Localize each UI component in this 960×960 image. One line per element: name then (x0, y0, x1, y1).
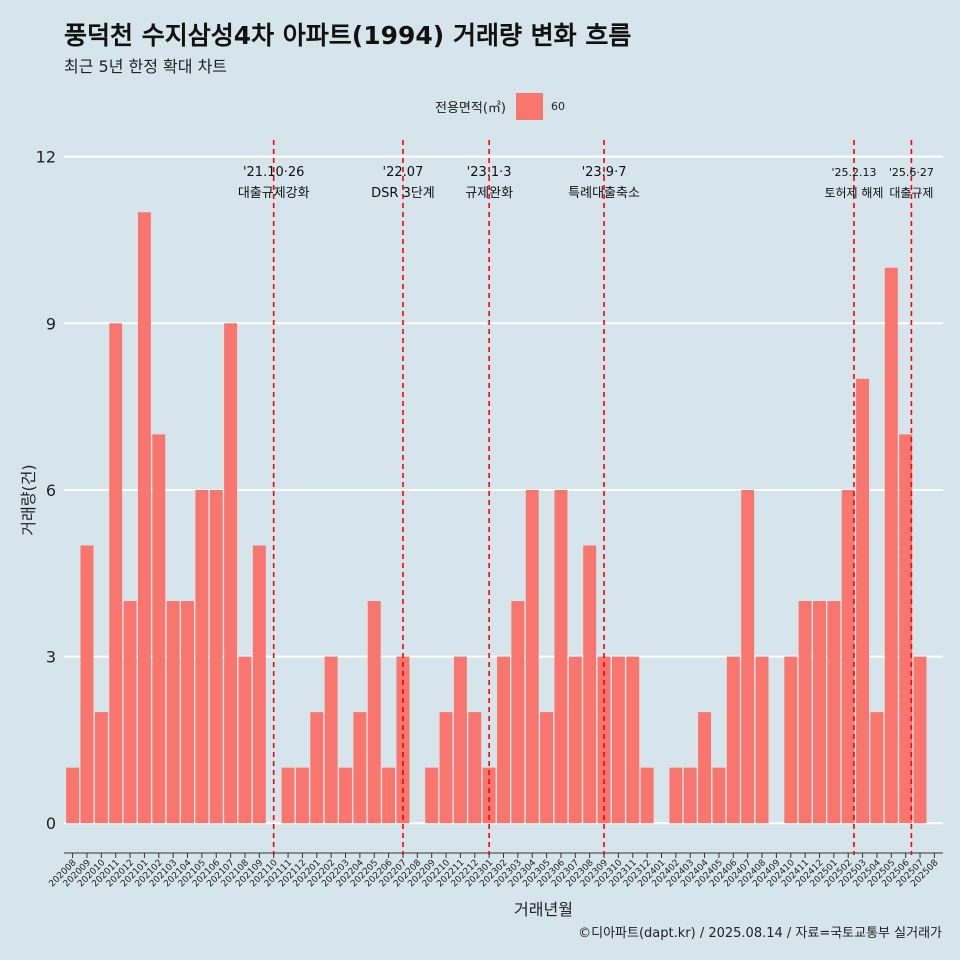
event-text-label: 규제완화 (465, 186, 513, 201)
bar (209, 489, 223, 824)
bar (712, 767, 726, 824)
bar (281, 767, 295, 824)
bar (640, 767, 654, 824)
bar (80, 545, 94, 824)
y-axis-label: 거래량(건) (19, 464, 38, 535)
bar (224, 323, 238, 824)
bar (94, 712, 108, 824)
bar (597, 656, 611, 824)
event-date-label: '23.9·7 (582, 165, 627, 180)
bar (698, 712, 712, 824)
event-date-label: '25.2.13 (831, 166, 876, 179)
bar (884, 267, 898, 824)
chart-title: 풍덕천 수지삼성4차 아파트(1994) 거래량 변화 흐름 (64, 21, 632, 50)
bar (626, 656, 640, 824)
bar (899, 434, 913, 824)
bar (741, 489, 755, 824)
event-text-label: 대출규제강화 (238, 186, 310, 201)
x-axis-label: 거래년월 (514, 900, 573, 919)
bar (439, 712, 453, 824)
bar (669, 767, 683, 824)
bar (195, 489, 209, 824)
bar (583, 545, 597, 824)
bar (137, 212, 151, 824)
bar (339, 767, 352, 824)
bar (841, 489, 855, 824)
bar (827, 601, 841, 824)
bar (554, 489, 568, 824)
bar (324, 656, 338, 824)
bar (755, 656, 769, 824)
bar (166, 601, 180, 824)
bar (784, 656, 798, 824)
bar (870, 712, 884, 824)
event-date-label: '23.1·3 (467, 165, 512, 180)
bar (726, 656, 740, 824)
event-date-label: '21.10·26 (243, 165, 304, 180)
bar (525, 489, 539, 824)
bar (568, 656, 582, 824)
y-tick-label: 9 (46, 314, 56, 333)
bar (295, 767, 309, 824)
legend-title: 전용면적(㎡) (435, 101, 506, 116)
bar (123, 601, 137, 824)
y-tick-label: 6 (46, 481, 56, 500)
bar (238, 656, 252, 824)
event-text-label: 토허제 해제 (824, 186, 883, 200)
bar (353, 712, 367, 824)
bar (66, 767, 80, 824)
bar (540, 712, 554, 824)
chart-subtitle: 최근 5년 한정 확대 차트 (64, 57, 228, 76)
legend: 전용면적(㎡) 60 (0, 93, 960, 120)
bar (856, 378, 870, 824)
bar (367, 601, 381, 824)
event-text-label: 특례대출축소 (568, 186, 640, 201)
bar (152, 434, 166, 824)
y-tick-label: 3 (46, 648, 56, 667)
bar (252, 545, 266, 824)
legend-entry: 60 (550, 100, 565, 113)
bar (482, 767, 496, 824)
bar (109, 323, 123, 824)
bar (913, 656, 927, 824)
bar (468, 712, 482, 824)
bar (813, 601, 826, 824)
bar (382, 767, 396, 824)
bar (683, 767, 697, 824)
bar (453, 656, 467, 824)
y-tick-label: 12 (36, 148, 56, 167)
legend-key (515, 93, 543, 120)
bar (425, 767, 439, 824)
bar (181, 601, 194, 824)
source-caption: ©디아파트(dapt.kr) / 2025.08.14 / 자료=국토교통부 실… (578, 926, 942, 941)
event-date-label: '22.07 (383, 165, 424, 180)
y-tick-label: 0 (46, 814, 56, 833)
bar (497, 656, 510, 824)
bar (611, 656, 625, 824)
event-date-label: '25.6·27 (889, 166, 934, 179)
bar (396, 656, 410, 824)
event-text-label: 대출규제 (889, 186, 933, 200)
bar (798, 601, 812, 824)
bar (511, 601, 525, 824)
bar (310, 712, 324, 824)
event-text-label: DSR 3단계 (371, 186, 435, 201)
